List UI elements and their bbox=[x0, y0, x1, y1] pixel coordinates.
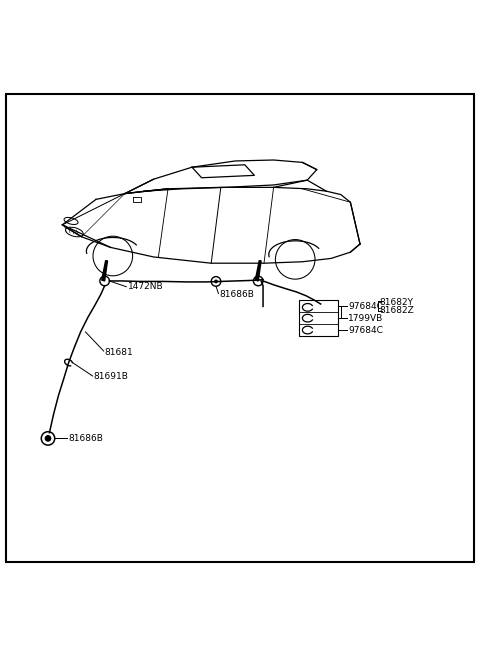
Bar bbox=[299, 300, 338, 336]
Text: 81681: 81681 bbox=[105, 348, 133, 357]
Text: 97684C: 97684C bbox=[348, 302, 383, 311]
Text: 97684C: 97684C bbox=[348, 325, 383, 335]
Text: 81682Z: 81682Z bbox=[379, 306, 414, 315]
Text: 1472NB: 1472NB bbox=[128, 282, 163, 291]
Text: 81686B: 81686B bbox=[220, 291, 255, 299]
Polygon shape bbox=[102, 261, 108, 281]
Text: 81686B: 81686B bbox=[68, 434, 103, 443]
Text: 81691B: 81691B bbox=[94, 373, 129, 381]
Text: 81682Y: 81682Y bbox=[379, 298, 413, 307]
Circle shape bbox=[214, 279, 218, 283]
Text: 1799VB: 1799VB bbox=[348, 314, 383, 323]
Circle shape bbox=[45, 435, 51, 441]
Polygon shape bbox=[255, 261, 261, 281]
